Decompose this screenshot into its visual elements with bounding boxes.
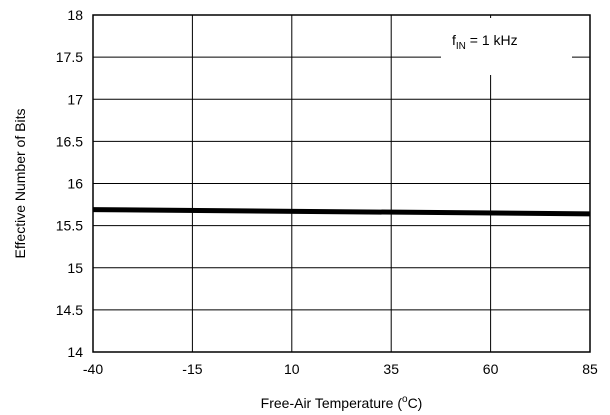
annotation-subscript: IN	[456, 41, 466, 52]
y-tick-label: 16	[67, 176, 83, 192]
series-layer	[92, 207, 591, 217]
annotation-background	[441, 18, 572, 75]
x-tick-label: -15	[182, 361, 202, 377]
x-tick-label: 60	[483, 361, 499, 377]
x-axis-label: Free-Air Temperature (oC)	[261, 394, 423, 411]
x-axis-label-main: Free-Air Temperature (	[261, 395, 403, 411]
plot-area-frame	[92, 14, 591, 353]
series-line	[92, 207, 591, 217]
y-axis-label: Effective Number of Bits	[12, 109, 28, 259]
x-tick-label: 85	[582, 361, 598, 377]
x-tick-label: 35	[383, 361, 399, 377]
annotation-prefix: f	[452, 32, 456, 48]
y-tick-label: 17.5	[56, 49, 83, 65]
x-tick-labels: -40 -15 10 35 60 85	[83, 361, 598, 377]
annotation-label: fIN = 1 kHz	[452, 32, 518, 52]
y-tick-label: 17	[67, 91, 83, 107]
y-tick-label: 14	[67, 344, 83, 360]
y-tick-label: 15.5	[56, 218, 83, 234]
x-tick-label: -40	[83, 361, 103, 377]
x-tick-label: 10	[284, 361, 300, 377]
y-tick-label: 16.5	[56, 133, 83, 149]
y-tick-label: 18	[67, 7, 83, 23]
y-tick-label: 15	[67, 260, 83, 276]
frequency-annotation: fIN = 1 kHz	[441, 18, 572, 75]
x-axis-label-end: C)	[408, 395, 423, 411]
y-tick-labels: 14 14.5 15 15.5 16 16.5 17 17.5 18	[56, 7, 83, 360]
x-axis-label-superscript: o	[402, 394, 408, 405]
annotation-suffix: = 1 kHz	[466, 32, 518, 48]
y-tick-label: 14.5	[56, 302, 83, 318]
